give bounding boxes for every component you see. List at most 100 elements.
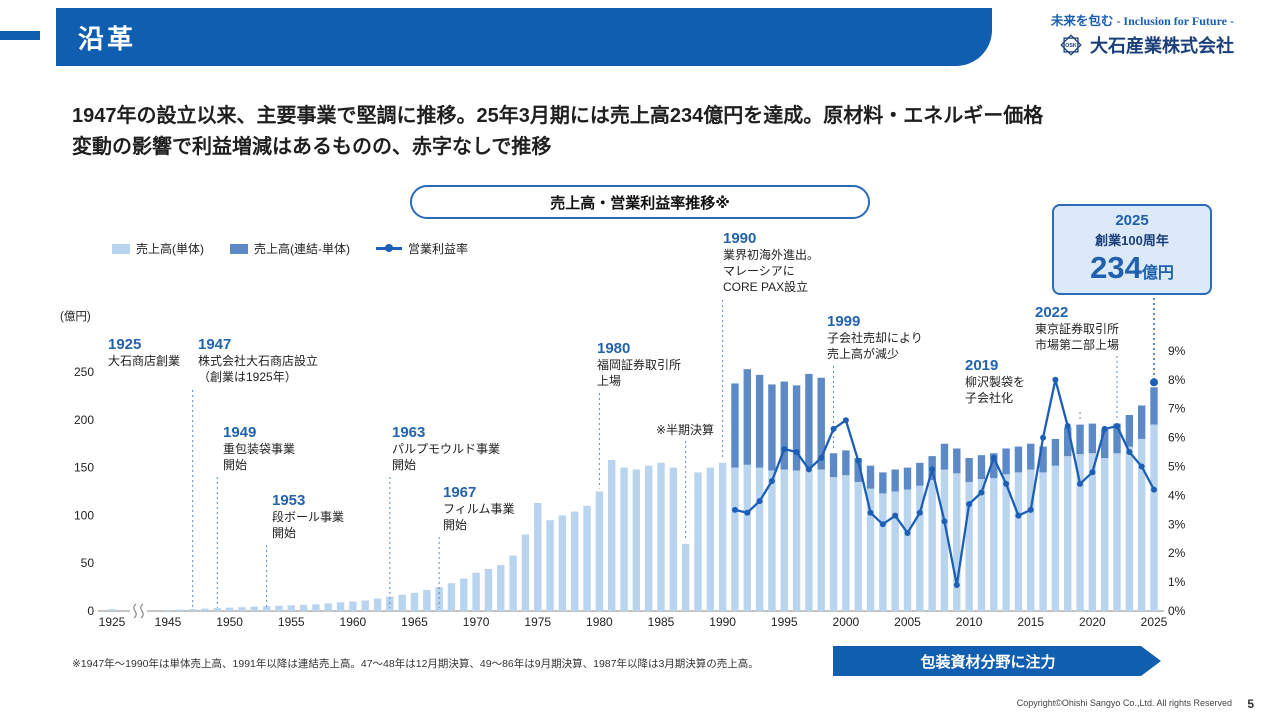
- bar-sales-single: [977, 479, 986, 611]
- bar-sales-consolidated: [903, 467, 912, 490]
- bar-sales-consolidated: [842, 450, 850, 476]
- bar-sales-consolidated: [1125, 415, 1134, 447]
- bar-sales-single: [176, 609, 185, 611]
- legend-label-consolidated: 売上高(連結-単体): [254, 242, 350, 256]
- bar-sales-single: [620, 467, 628, 611]
- bar-sales-single: [805, 467, 813, 611]
- bar-sales-single: [312, 604, 320, 611]
- bar-sales-single: [743, 464, 751, 611]
- profit-rate-point: [805, 466, 812, 473]
- bar-sales-consolidated: [780, 381, 788, 470]
- bar-sales-single: [694, 472, 702, 611]
- bar-sales-consolidated: [1150, 387, 1158, 425]
- chart-footnote: ※1947年～1990年は単体売上高、1991年以降は連結売上高。47～48年は…: [72, 658, 759, 670]
- bar-sales-consolidated: [768, 384, 776, 471]
- bar-sales-consolidated: [916, 462, 924, 486]
- bar-sales-single: [891, 491, 899, 611]
- bar-sales-single: [1051, 465, 1060, 611]
- bar-sales-single: [164, 610, 172, 611]
- lead-paragraph: 1947年の設立以来、主要事業で堅調に推移。25年3月期には売上高234億円を達…: [72, 101, 1232, 163]
- header-left-dash: [0, 31, 40, 40]
- legend-item-sales-single: 売上高(単体): [112, 240, 204, 257]
- bar-sales-single: [731, 467, 739, 611]
- bar-sales-single: [928, 480, 936, 611]
- axis-break-squiggle: [133, 603, 137, 619]
- bar-sales-consolidated: [1051, 438, 1060, 466]
- bar-sales-single: [287, 605, 295, 611]
- bar-sales-consolidated: [990, 453, 998, 479]
- profit-rate-point: [1151, 486, 1157, 493]
- profit-rate-point: [744, 509, 751, 516]
- bar-sales-single: [324, 603, 332, 611]
- profit-rate-point: [1040, 434, 1047, 441]
- bar-sales-single: [435, 587, 443, 611]
- bar-sales-single: [1039, 472, 1047, 611]
- bar-sales-single: [829, 477, 838, 611]
- chart-title-pill: 売上高・営業利益率推移※: [410, 185, 870, 219]
- bar-sales-consolidated: [792, 385, 801, 471]
- bar-sales-single: [953, 473, 961, 611]
- legend-swatch-single-icon: [112, 243, 130, 254]
- right-axis-tick: 6%: [1168, 431, 1186, 445]
- left-axis-tick: 150: [74, 461, 94, 475]
- bar-sales-single: [472, 572, 480, 611]
- profit-rate-point: [879, 521, 886, 528]
- profit-rate-point: [1101, 425, 1108, 432]
- left-axis-unit-label: (億円): [60, 311, 91, 323]
- bar-sales-single: [373, 598, 382, 611]
- x-axis-tick: 1965: [401, 615, 428, 629]
- bar-sales-single: [780, 469, 788, 611]
- bar-sales-single: [1137, 438, 1146, 611]
- bar-sales-single: [225, 607, 234, 611]
- bar-sales-single: [879, 493, 887, 611]
- bar-sales-consolidated: [755, 374, 764, 468]
- bar-sales-single: [349, 601, 357, 611]
- axis-break-squiggle: [140, 603, 144, 619]
- profit-rate-point: [904, 529, 911, 536]
- right-axis-tick: 7%: [1168, 402, 1186, 416]
- profit-rate-point: [929, 466, 936, 473]
- bar-sales-single: [644, 465, 653, 611]
- profit-rate-point: [1126, 449, 1133, 456]
- profit-rate-point: [855, 457, 862, 464]
- x-axis-tick: 1990: [709, 615, 736, 629]
- profit-rate-point: [731, 506, 738, 513]
- bar-sales-single: [916, 485, 924, 611]
- profit-rate-point: [1003, 480, 1010, 487]
- bar-sales-single: [903, 489, 912, 611]
- profit-rate-point: [842, 417, 849, 424]
- x-axis-tick: 2025: [1141, 615, 1168, 629]
- profit-rate-point: [1089, 469, 1096, 476]
- right-axis-tick: 1%: [1168, 575, 1186, 589]
- profit-rate-point: [768, 477, 775, 484]
- bar-sales-single: [534, 502, 542, 611]
- profit-rate-point: [1027, 506, 1034, 513]
- right-axis-tick: 2%: [1168, 546, 1186, 560]
- bar-sales-single: [275, 605, 283, 611]
- bar-sales-consolidated: [1101, 429, 1109, 459]
- x-axis-tick: 1925: [99, 615, 126, 629]
- profit-rate-point: [1077, 480, 1084, 487]
- bar-sales-single: [484, 568, 493, 611]
- profit-rate-point: [941, 518, 948, 525]
- brand-tagline-en: - Inclusion for Future -: [1113, 14, 1234, 28]
- bar-sales-single: [632, 469, 641, 611]
- x-axis-tick: 1960: [340, 615, 367, 629]
- bar-sales-single: [595, 491, 604, 611]
- bar-sales-single: [768, 470, 776, 611]
- company-logo-monogram: OSK: [1065, 43, 1077, 49]
- bar-sales-consolidated: [817, 377, 825, 470]
- right-axis-tick: 3%: [1168, 517, 1186, 531]
- bar-sales-single: [1027, 469, 1035, 611]
- left-axis-tick: 200: [74, 413, 94, 427]
- bar-sales-consolidated: [1113, 423, 1121, 454]
- bar-sales-consolidated: [1088, 423, 1097, 454]
- callout-value-number: 234: [1090, 250, 1142, 285]
- bar-sales-single: [669, 467, 678, 611]
- bar-sales-single: [1113, 453, 1121, 611]
- bar-sales-single: [866, 488, 875, 611]
- profit-rate-point: [1015, 512, 1022, 519]
- x-axis-tick: 1985: [648, 615, 675, 629]
- page-title: 沿革: [78, 23, 137, 54]
